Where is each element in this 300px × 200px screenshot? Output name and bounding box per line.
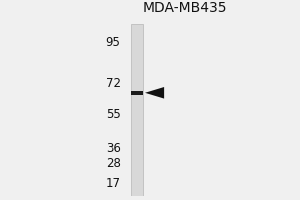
Polygon shape [145, 87, 164, 99]
Text: MDA-MB435: MDA-MB435 [143, 1, 227, 15]
Text: 36: 36 [106, 142, 121, 155]
Text: 72: 72 [106, 77, 121, 90]
Bar [131, 24, 143, 196]
Bar [131, 91, 143, 95]
Text: 55: 55 [106, 108, 121, 121]
Text: 17: 17 [106, 177, 121, 190]
Text: 95: 95 [106, 36, 121, 49]
Text: 28: 28 [106, 157, 121, 170]
